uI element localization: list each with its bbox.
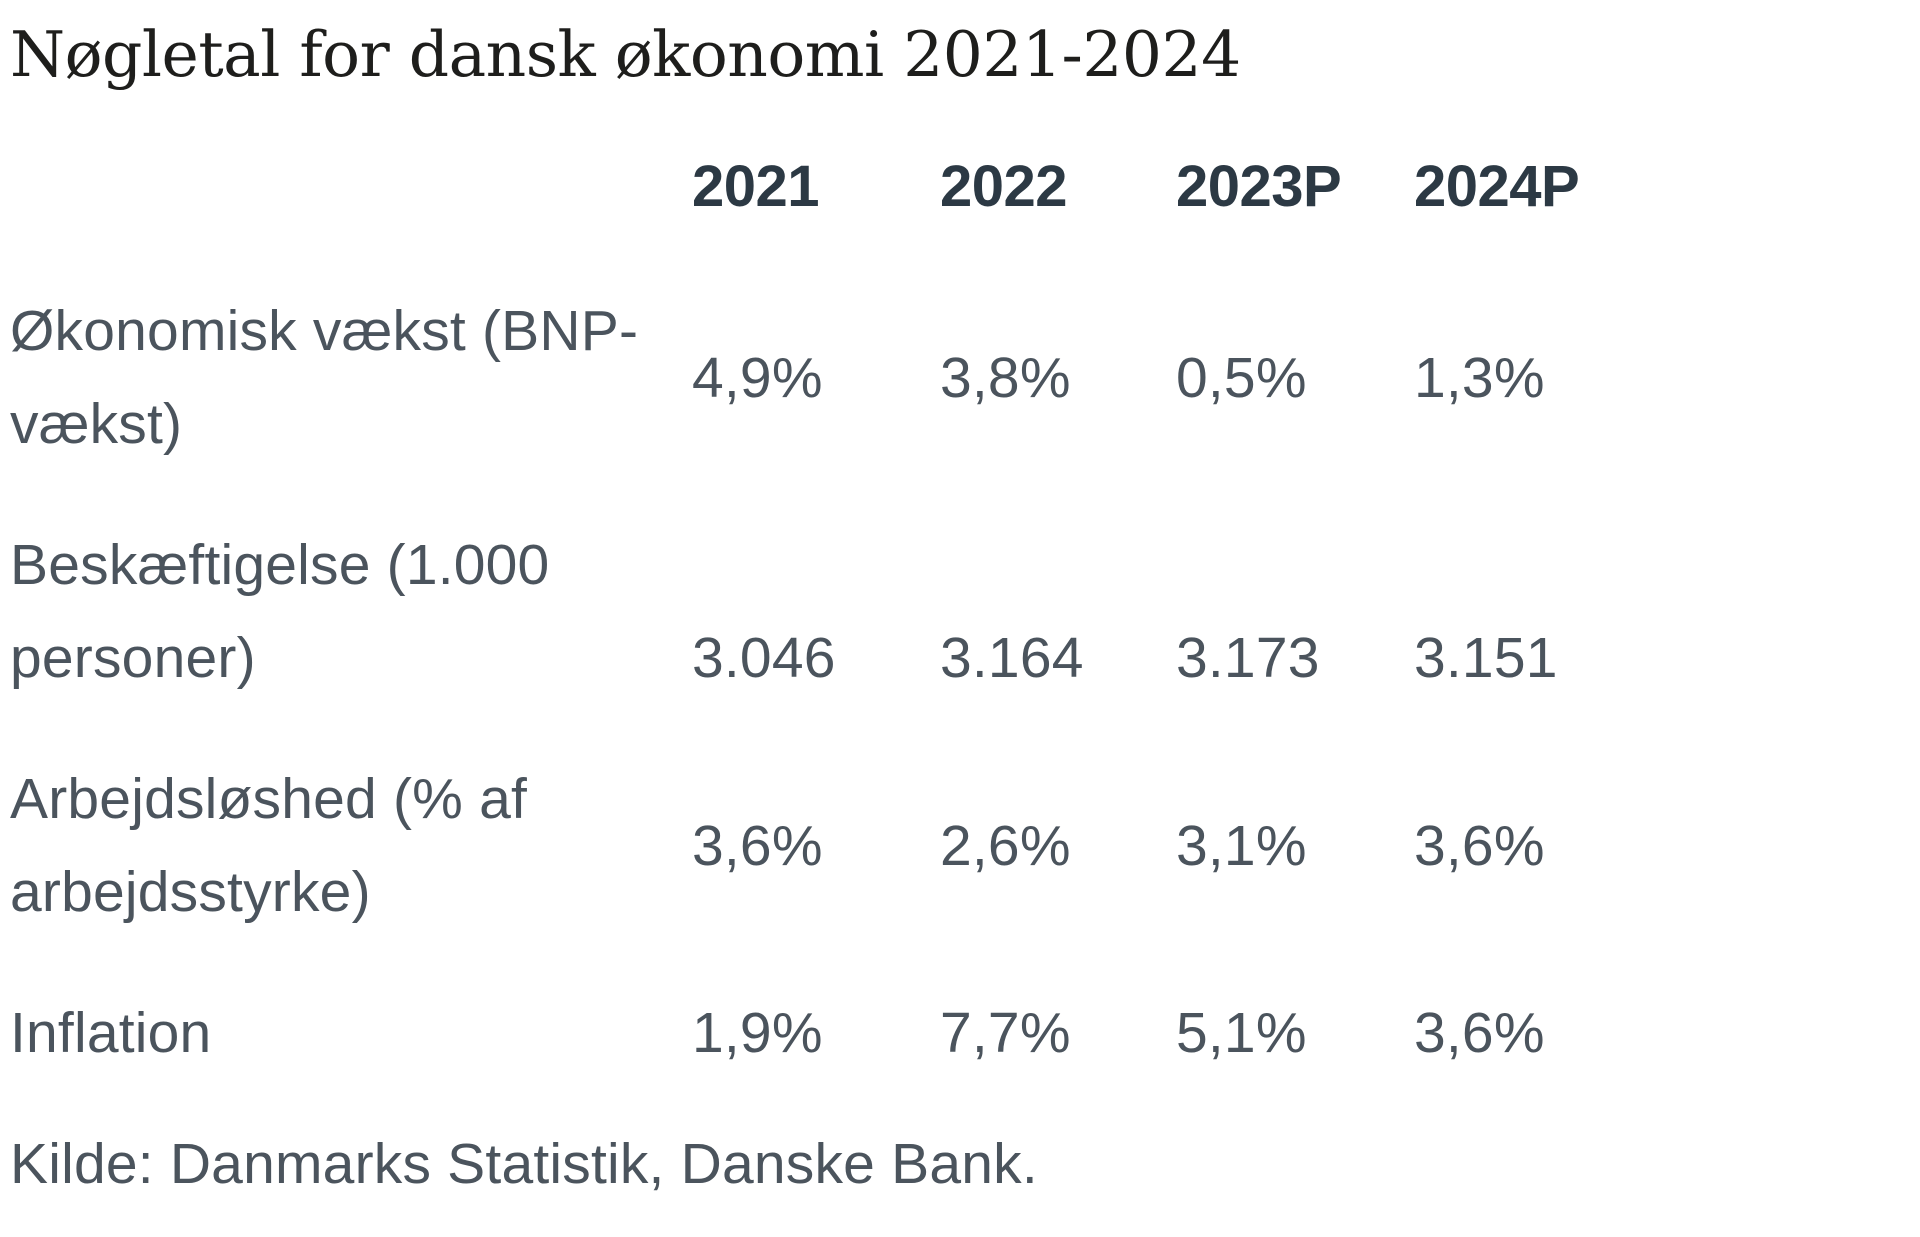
row-label-inflation: Inflation — [10, 963, 692, 1104]
row-label-line: Inflation — [10, 1001, 212, 1066]
row-label-line: arbejdsstyrke) — [10, 860, 371, 925]
cell-unemployment-2024p: 3,6% — [1414, 813, 1545, 878]
cell-unemployment-2022: 2,6% — [940, 813, 1071, 878]
col-header-blank — [10, 152, 692, 262]
row-label-line: Arbejdsløshed (% af — [10, 767, 528, 832]
col-header-2022: 2022 — [940, 153, 1068, 219]
cell-gdp-2022: 3,8% — [940, 345, 1071, 410]
cell-gdp-2021: 4,9% — [692, 345, 823, 410]
cell-inflation-2023p: 5,1% — [1176, 1001, 1307, 1066]
row-label-line: vækst) — [10, 392, 183, 457]
table-row-inflation: Inflation 1,9% 7,7% 5,1% 3,6% — [10, 963, 1840, 1104]
col-header-2023p: 2023P — [1176, 153, 1342, 219]
cell-employment-2023p: 3.173 — [1176, 626, 1320, 691]
cell-inflation-2024p: 3,6% — [1414, 1001, 1545, 1066]
table-row-employment: Beskæftigelse (1.000 personer) 3.046 3.1… — [10, 495, 1840, 729]
cell-gdp-2023p: 0,5% — [1176, 345, 1307, 410]
table-row-unemployment: Arbejdsløshed (% af arbejdsstyrke) 3,6% … — [10, 729, 1840, 963]
col-header-2024p: 2024P — [1414, 153, 1580, 219]
row-label-employment: Beskæftigelse (1.000 personer) — [10, 495, 692, 729]
cell-inflation-2021: 1,9% — [692, 1001, 823, 1066]
header-row: 2021 2022 2023P 2024P — [10, 152, 1840, 262]
cell-unemployment-2023p: 3,1% — [1176, 813, 1307, 878]
row-label-line: personer) — [10, 626, 256, 691]
cell-employment-2024p: 3.151 — [1414, 626, 1558, 691]
col-header-2021: 2021 — [692, 153, 820, 219]
row-label-unemployment: Arbejdsløshed (% af arbejdsstyrke) — [10, 729, 692, 963]
cell-inflation-2022: 7,7% — [940, 1001, 1071, 1066]
figure-title: Nøgletal for dansk økonomi 2021-2024 — [10, 18, 1241, 91]
row-label-gdp-growth: Økonomisk vækst (BNP- vækst) — [10, 261, 692, 495]
cell-gdp-2024p: 1,3% — [1414, 345, 1545, 410]
row-label-line: Økonomisk vækst (BNP- — [10, 299, 639, 364]
cell-employment-2021: 3.046 — [692, 626, 836, 691]
cell-unemployment-2021: 3,6% — [692, 813, 823, 878]
row-label-line: Beskæftigelse (1.000 — [10, 533, 550, 598]
article-figure: Nøgletal for dansk økonomi 2021-2024 202… — [10, 18, 1840, 1197]
cell-employment-2022: 3.164 — [940, 626, 1084, 691]
key-figures-table: 2021 2022 2023P 2024P Økonomisk vækst (B… — [10, 152, 1840, 1105]
table-row-gdp-growth: Økonomisk vækst (BNP- vækst) 4,9% 3,8% 0… — [10, 261, 1840, 495]
source-note: Kilde: Danmarks Statistik, Danske Bank. — [10, 1132, 1038, 1197]
